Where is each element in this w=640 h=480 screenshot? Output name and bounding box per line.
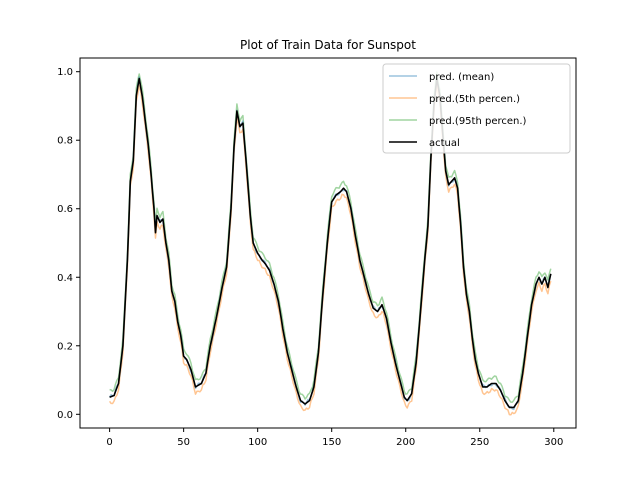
x-tick-label: 250	[470, 437, 489, 448]
x-tick-label: 200	[396, 437, 415, 448]
legend-label: pred.(95th percen.)	[429, 116, 527, 127]
chart-title: Plot of Train Data for Sunspot	[240, 38, 416, 52]
x-tick-label: 300	[544, 437, 563, 448]
plot-area	[108, 71, 552, 416]
legend-label: pred.(5th percen.)	[429, 94, 520, 105]
series-line-actual	[109, 77, 552, 409]
y-tick-label: 0.8	[57, 136, 73, 147]
y-axis: 0.0 0.2 0.4 0.6 0.8 1.0	[57, 67, 80, 421]
y-tick-label: 0.2	[57, 341, 73, 352]
legend: pred. (mean) pred.(5th percen.) pred.(95th…	[382, 63, 571, 154]
legend-label: actual	[429, 138, 460, 149]
y-tick-label: 0.0	[57, 410, 73, 421]
y-tick-label: 1.0	[57, 67, 73, 78]
x-tick-label: 150	[322, 437, 341, 448]
x-axis: 0 50 100 150 200 250 300	[106, 428, 563, 448]
legend-label: pred. (mean)	[429, 72, 494, 83]
legend-box	[382, 63, 571, 154]
y-tick-label: 0.6	[57, 204, 73, 215]
x-tick-label: 100	[248, 437, 267, 448]
axes-frame	[79, 57, 577, 429]
x-tick-label: 50	[177, 437, 190, 448]
x-tick-label: 0	[106, 437, 112, 448]
y-tick-label: 0.4	[57, 273, 73, 284]
